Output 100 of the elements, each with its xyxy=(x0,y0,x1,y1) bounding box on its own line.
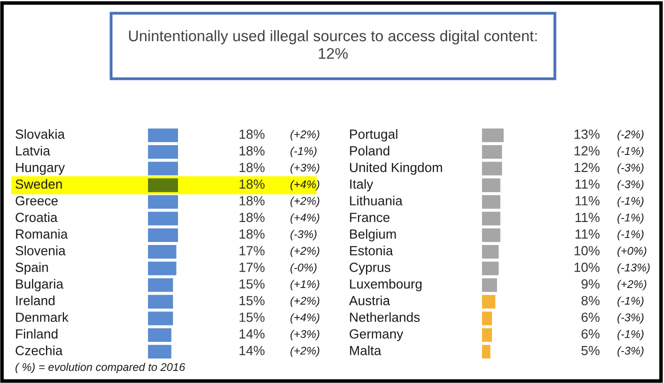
bar xyxy=(482,195,500,209)
y-tick-label: Germany xyxy=(350,329,404,342)
y-tick-label: Estonia xyxy=(350,246,394,256)
y-tick-label: United Kingdom xyxy=(350,162,442,175)
data-label: 6% xyxy=(582,329,600,339)
text: (+4%) xyxy=(290,213,320,224)
bar xyxy=(482,178,500,192)
data-label: 13% xyxy=(574,130,600,139)
bar xyxy=(482,312,492,326)
data-label: 9% xyxy=(582,279,600,289)
text: (-3%) xyxy=(618,313,644,324)
y-tick-label: Slovakia xyxy=(16,129,65,139)
data-label: 14% xyxy=(240,329,265,339)
text: (-3%) xyxy=(618,163,644,174)
text: (-1%) xyxy=(290,146,316,158)
y-tick-label: Croatia xyxy=(16,212,58,222)
data-label: 11% xyxy=(576,180,600,189)
text: (-2%) xyxy=(618,130,644,140)
text: Unintentionally used illegal sources to access digital content: 12% xyxy=(129,30,537,59)
bar xyxy=(482,162,502,176)
text: (+2%) xyxy=(290,296,320,307)
y-tick-label: Romania xyxy=(16,229,68,239)
data-label: 6% xyxy=(582,312,600,322)
data-label: 18% xyxy=(240,162,265,172)
text: (-3%) xyxy=(618,180,644,190)
text: (-1%) xyxy=(618,296,644,307)
data-label: 18% xyxy=(240,212,265,222)
bar xyxy=(148,294,173,309)
data-label: 15% xyxy=(240,279,265,289)
y-tick-label: Bulgaria xyxy=(16,278,64,292)
y-tick-label: Cyprus xyxy=(350,262,390,275)
y-tick-label: Portugal xyxy=(350,129,398,142)
bar xyxy=(482,128,504,142)
y-tick-label: Belgium xyxy=(350,229,396,242)
data-label: 8% xyxy=(582,296,600,306)
data-label: 11% xyxy=(576,229,600,239)
y-tick-label: Denmark xyxy=(16,312,69,322)
y-tick-label: France xyxy=(350,212,390,222)
bar xyxy=(482,262,499,276)
bar xyxy=(482,294,496,309)
bar xyxy=(148,162,178,176)
text: (-13%) xyxy=(618,263,650,274)
text: (+0%) xyxy=(618,246,646,257)
text: (+3%) xyxy=(290,163,320,174)
text: (+2%) xyxy=(290,246,320,257)
bar xyxy=(148,128,178,142)
text: (-1%) xyxy=(618,146,644,158)
text: (+2%) xyxy=(618,280,646,290)
text: ( %) = evolution compared to 2016 xyxy=(16,362,186,374)
y-tick-label: Poland xyxy=(350,146,390,156)
data-label: 14% xyxy=(240,346,265,356)
bar xyxy=(482,278,497,292)
bar xyxy=(148,328,172,342)
bar xyxy=(148,278,173,292)
bar xyxy=(482,145,502,159)
y-tick-label: Czechia xyxy=(16,346,63,356)
data-label: 18% xyxy=(240,229,265,239)
text: (-1%) xyxy=(618,330,644,340)
y-tick-label: Austria xyxy=(349,296,390,306)
y-tick-label: Italy xyxy=(350,179,374,192)
text: (+2%) xyxy=(290,130,320,140)
y-tick-label: Malta xyxy=(350,346,382,356)
text: (+4%) xyxy=(290,313,320,324)
y-tick-label: Spain xyxy=(16,262,48,275)
data-label: 10% xyxy=(574,262,600,272)
data-label: 15% xyxy=(240,312,265,322)
bar xyxy=(482,344,490,358)
text: (-1%) xyxy=(618,196,644,208)
bar xyxy=(148,312,173,326)
data-label: 11% xyxy=(576,196,600,206)
bar xyxy=(148,344,172,358)
text: (+1%) xyxy=(290,280,320,290)
data-label: 12% xyxy=(574,162,600,172)
y-tick-label: Lithuania xyxy=(350,196,403,206)
bar xyxy=(482,228,500,242)
y-tick-label: Luxembourg xyxy=(350,278,422,292)
y-tick-label: Sweden xyxy=(16,179,62,189)
data-label: 18% xyxy=(240,130,265,139)
bar xyxy=(148,212,178,226)
y-tick-label: Ireland xyxy=(16,296,54,306)
bar xyxy=(148,195,178,209)
y-tick-label: Hungary xyxy=(16,162,65,175)
y-tick-label: Netherlands xyxy=(350,312,420,322)
data-label: 18% xyxy=(240,179,265,189)
data-label: 5% xyxy=(581,346,600,356)
data-label: 18% xyxy=(240,196,265,206)
bar xyxy=(148,228,178,242)
data-label: 10% xyxy=(574,246,600,256)
y-tick-label: Latvia xyxy=(16,146,50,156)
text: (+2%) xyxy=(290,346,320,357)
text: (-1%) xyxy=(618,213,644,224)
text: (+2%) xyxy=(290,196,320,208)
y-tick-label: Greece xyxy=(16,196,58,206)
bar xyxy=(148,178,178,192)
text: (-3%) xyxy=(290,230,316,240)
text: (-3%) xyxy=(618,346,644,357)
data-label: 17% xyxy=(240,262,265,272)
data-label: 18% xyxy=(240,146,265,156)
bar xyxy=(148,262,176,276)
data-label: 17% xyxy=(240,246,265,256)
